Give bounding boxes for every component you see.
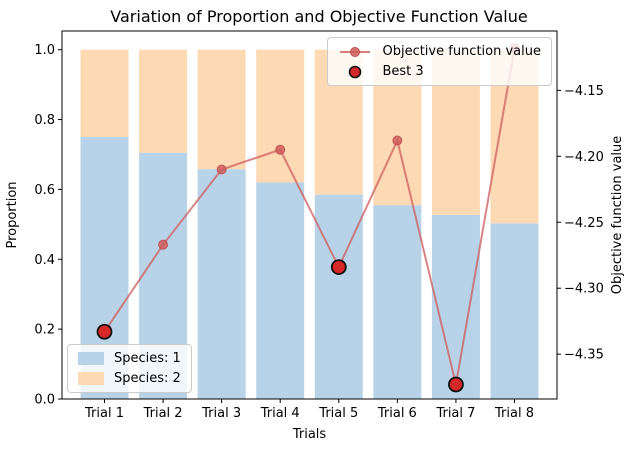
plot-overlay: Objective function value Best 3 Species:…: [62, 31, 557, 399]
chart-title: Variation of Proportion and Objective Fu…: [110, 7, 528, 26]
left-tick-label-0.8: 0.8: [34, 113, 55, 128]
legend-label-best3: Best 3: [382, 64, 424, 79]
x-tick-label-trial1: Trial 1: [84, 406, 124, 421]
left-y-axis-label: Proportion: [5, 181, 20, 248]
bar-species2-trial4: [256, 49, 305, 183]
bar-species2-trial1: [80, 49, 129, 138]
bar-species1-trial5: [314, 194, 363, 399]
objective-marker-trial4: [275, 144, 286, 155]
left-tick-label-0.6: 0.6: [34, 183, 55, 198]
best3-marker-trial7: [448, 376, 464, 393]
legend-label-species-2: Species: 2: [114, 371, 181, 386]
x-tick-label-trial3: Trial 3: [201, 406, 241, 421]
right-tick-label-−4.30: −4.30: [564, 282, 604, 297]
best3-marker-trial1: [96, 323, 113, 340]
right-tick-label-−4.15: −4.15: [564, 84, 604, 99]
species2-color-patch: [78, 372, 104, 385]
legend-item-species-2: Species: 2: [78, 371, 181, 386]
left-tick-label-0.4: 0.4: [34, 253, 55, 268]
axes-frame: [61, 30, 558, 400]
x-tick-label-trial7: Trial 7: [435, 406, 475, 421]
objective-marker-trial2: [158, 239, 169, 250]
objective-marker-trial3: [216, 164, 227, 175]
right-y-axis-label: Objective function value: [610, 136, 625, 295]
ticks-layer: 0.0 0.2 0.4 0.6 0.8 1.0 −4.15 −4.20 −4.25 −4.30 −4…: [34, 43, 604, 421]
legend-label-objective: Objective function value: [382, 44, 541, 59]
legend-item-best3: Best 3: [338, 64, 541, 79]
species1-color-patch: [78, 352, 104, 365]
legend-item-objective-line: Objective function value: [338, 44, 541, 59]
objective-marker-trial6: [392, 135, 403, 146]
x-tick-label-trial5: Trial 5: [318, 406, 358, 421]
x-tick-label-trial2: Trial 2: [143, 406, 183, 421]
right-tick-label-−4.20: −4.20: [564, 150, 604, 165]
legend-species: Species: 1 Species: 2: [67, 344, 192, 393]
line-marker-swatch-icon: [340, 46, 371, 57]
x-tick-label-trial6: Trial 6: [377, 406, 417, 421]
bar-species1-trial6: [373, 205, 422, 399]
objective-line-layer: [96, 43, 520, 393]
bar-species1-trial3: [197, 169, 246, 399]
legend-item-species-1: Species: 1: [78, 351, 181, 366]
left-tick-label-0.0: 0.0: [34, 393, 55, 408]
legend-label-species-1: Species: 1: [114, 351, 181, 366]
left-tick-label-0.2: 0.2: [34, 323, 55, 338]
legend-objective: Objective function value Best 3: [327, 37, 552, 86]
best3-swatch-icon: [349, 65, 362, 78]
bar-species1-trial7: [431, 214, 480, 399]
best3-marker-trial5: [330, 259, 347, 276]
bar-species1-trial8: [490, 223, 539, 399]
bar-species2-trial2: [139, 49, 188, 153]
axis-labels-layer: Trials Proportion Objective function value: [5, 136, 625, 442]
bar-species1-trial4: [256, 182, 305, 399]
right-tick-label-−4.25: −4.25: [564, 216, 604, 231]
left-tick-label-1.0: 1.0: [34, 43, 55, 58]
objective-line: [103, 47, 516, 385]
right-tick-label-−4.35: −4.35: [564, 348, 604, 363]
x-axis-label: Trials: [292, 427, 327, 442]
x-tick-label-trial8: Trial 8: [494, 406, 534, 421]
x-tick-label-trial4: Trial 4: [260, 406, 300, 421]
bar-species2-trial3: [197, 49, 246, 170]
